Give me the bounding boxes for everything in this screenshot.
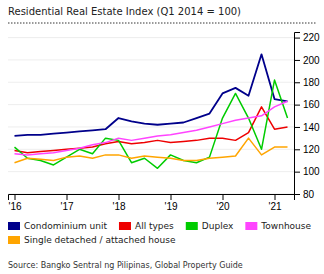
legend-label: All types [135, 221, 174, 231]
legend-item: Duplex [186, 221, 234, 231]
legend-swatch [186, 222, 198, 230]
y-tick: 100 [294, 166, 320, 177]
grid-line [8, 37, 294, 38]
x-tick-mark [171, 194, 172, 200]
y-tick: 80 [294, 189, 315, 200]
y-tick: 160 [294, 99, 320, 110]
chart: Residential Real Estate Index (Q1 2014 =… [0, 0, 324, 274]
x-tick: '21 [268, 194, 281, 212]
legend-label: Townhouse [260, 221, 311, 231]
x-tick: '18 [112, 194, 125, 212]
x-tick: '20 [216, 194, 229, 212]
title: Residential Real Estate Index (Q1 2014 =… [8, 6, 241, 17]
y-tick-mark [294, 127, 300, 128]
y-tick: 140 [294, 122, 320, 133]
y-tick-mark [294, 149, 300, 150]
y-tick-mark [294, 172, 300, 173]
x-tick-label: '21 [268, 201, 281, 212]
series-line [15, 54, 288, 136]
legend-swatch [8, 222, 20, 230]
grid-line [8, 171, 294, 172]
y-tick-mark [294, 38, 300, 39]
y-tick: 180 [294, 77, 320, 88]
x-axis: '16 '17 '18 '19 '20 '21 [8, 194, 294, 212]
legend-swatch [8, 236, 20, 244]
y-axis: 80 100 120 140 160 180 200 220 [294, 32, 320, 199]
x-tick: '16 [8, 194, 21, 212]
y-tick-label: 120 [303, 144, 320, 155]
y-tick-mark [294, 194, 300, 195]
x-tick-label: '17 [60, 201, 73, 212]
legend-label: Condominium unit [24, 221, 107, 231]
legend-swatch [119, 222, 131, 230]
x-tick: '17 [60, 194, 73, 212]
legend: Condominium unit All types Duplex Townhouse… [8, 221, 311, 245]
x-tick-label: '18 [112, 201, 125, 212]
series-line [15, 101, 288, 155]
y-tick: 220 [294, 32, 320, 43]
legend-item: Condominium unit [8, 221, 107, 231]
legend-swatch [245, 222, 257, 230]
legend-label: Duplex [202, 221, 234, 231]
grid-line [8, 82, 294, 83]
y-tick-label: 140 [303, 122, 320, 133]
y-tick-mark [294, 60, 300, 61]
grid-line [8, 104, 294, 105]
grid-line [8, 149, 294, 150]
title-separator [8, 23, 316, 24]
legend-item: Townhouse [245, 221, 311, 231]
y-tick-label: 200 [303, 55, 320, 66]
axis-domain [9, 195, 295, 201]
series-line [15, 80, 288, 168]
grid-line [8, 59, 294, 60]
legend-label: Single detached / attached house [24, 235, 176, 245]
y-tick-mark [294, 105, 300, 106]
y-tick-label: 220 [303, 32, 320, 43]
plot: '16 '17 '18 '19 '20 '21 80 100 120 140 160 180 200 22… [8, 32, 320, 212]
axis-domain [295, 33, 301, 195]
y-tick: 120 [294, 144, 320, 155]
y-tick-label: 160 [303, 99, 320, 110]
x-tick-mark [67, 194, 68, 200]
x-tick-label: '19 [164, 201, 177, 212]
x-tick-label: '20 [216, 201, 229, 212]
legend-item: All types [119, 221, 174, 231]
legend-item: Single detached / attached house [8, 235, 176, 245]
x-tick-mark [223, 194, 224, 200]
y-tick-label: 80 [303, 189, 315, 200]
x-tick: '19 [164, 194, 177, 212]
x-tick-mark [275, 194, 276, 200]
y-tick: 200 [294, 55, 320, 66]
y-tick-label: 180 [303, 77, 320, 88]
y-tick-label: 100 [303, 166, 320, 177]
series-line [15, 138, 288, 163]
x-tick-label: '16 [8, 201, 21, 212]
x-tick-mark [15, 194, 16, 200]
grid [8, 38, 294, 194]
y-tick-mark [294, 82, 300, 83]
x-tick-mark [119, 194, 120, 200]
source: Source: Bangko Sentral ng Pilipinas, Glo… [8, 261, 243, 270]
lines [15, 54, 288, 168]
